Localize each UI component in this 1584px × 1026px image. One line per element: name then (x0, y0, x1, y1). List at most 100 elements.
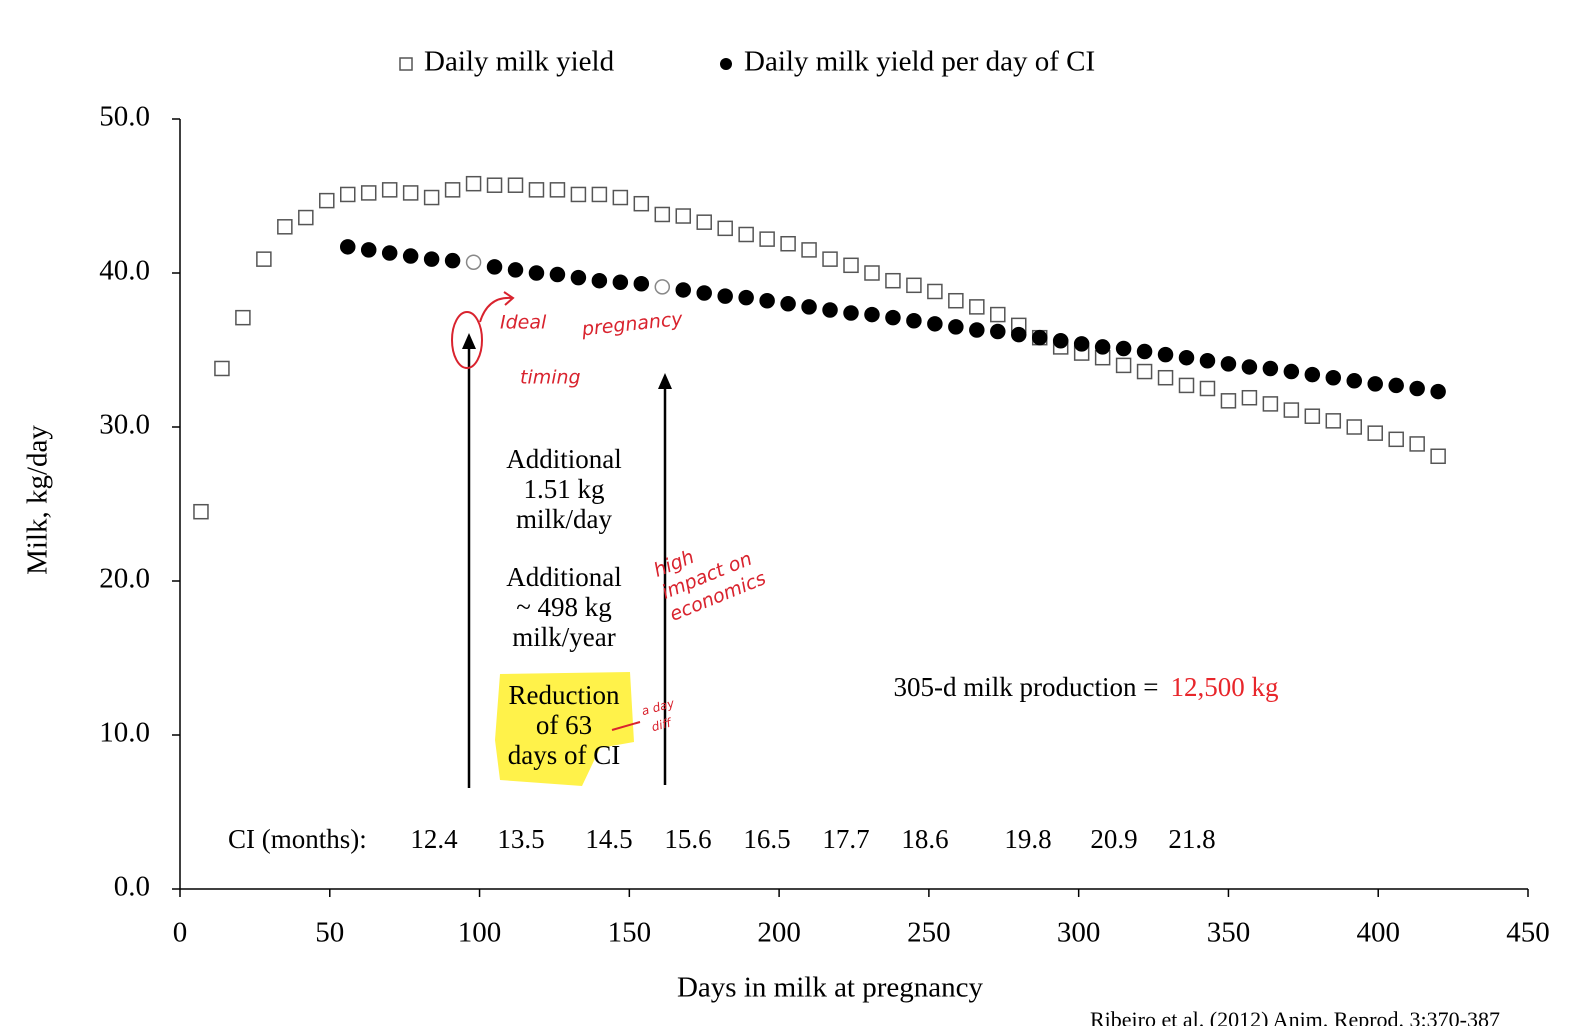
point (1011, 326, 1027, 343)
point (1430, 383, 1446, 400)
legend-label: Daily milk yield (424, 46, 615, 78)
arrow-head (658, 373, 672, 389)
point (235, 309, 251, 326)
point (423, 189, 440, 206)
point (864, 265, 880, 281)
annotation: 1.51 kg (524, 474, 605, 504)
point (948, 319, 964, 335)
point (1031, 329, 1048, 346)
point (738, 226, 754, 243)
point (633, 195, 650, 212)
ci-value: 14.5 (585, 824, 632, 854)
point (549, 182, 566, 198)
point (1094, 339, 1111, 355)
point (1199, 380, 1216, 397)
annotation: milk/year (512, 622, 615, 652)
hand-note: timing (520, 367, 581, 389)
x-tick-label: 50 (315, 917, 344, 949)
point (1346, 419, 1363, 435)
point (507, 262, 524, 278)
point (1136, 363, 1153, 380)
y-tick-label: 10.0 (99, 717, 150, 749)
point (780, 296, 796, 312)
ci-value: 15.6 (664, 824, 711, 854)
point (507, 177, 524, 193)
y-tick-label: 0.0 (114, 871, 150, 903)
point (612, 274, 629, 290)
point (402, 185, 419, 201)
legend-label: Daily milk yield per day of CI (744, 46, 1095, 78)
ci-value: 16.5 (743, 824, 790, 854)
point (822, 251, 838, 267)
highlight (495, 672, 634, 786)
point (1367, 376, 1383, 392)
ci-value: 19.8 (1004, 824, 1051, 854)
ci-label: CI (months): (228, 824, 367, 854)
point (843, 305, 859, 321)
x-tick-label: 0 (173, 917, 188, 949)
point (675, 208, 692, 224)
hand-note: diff (650, 715, 674, 734)
annotation: days of CI (508, 740, 620, 770)
point (885, 309, 901, 326)
point (423, 251, 440, 267)
point (277, 219, 293, 235)
point (591, 272, 608, 289)
point (528, 182, 545, 198)
point (717, 220, 733, 237)
point (906, 277, 922, 294)
x-tick-label: 250 (907, 917, 951, 949)
point (990, 323, 1006, 340)
point (402, 248, 419, 264)
point (927, 316, 943, 332)
point (214, 360, 230, 377)
point (612, 189, 629, 206)
point (1430, 448, 1446, 465)
arrow-head (462, 333, 476, 349)
point (1367, 425, 1383, 441)
ci-value: 20.9 (1090, 824, 1137, 854)
point (1178, 349, 1195, 366)
point (1115, 357, 1132, 374)
point (193, 503, 209, 520)
point (1220, 356, 1237, 372)
annotation: Additional (506, 444, 622, 474)
point (696, 214, 712, 230)
point (1388, 377, 1404, 394)
point (528, 265, 545, 281)
point (717, 288, 733, 304)
point (759, 231, 775, 247)
point (340, 186, 356, 203)
production-label: 305-d milk production = (894, 672, 1159, 702)
point (1409, 436, 1425, 452)
annotation: of 63 (536, 710, 592, 740)
point (1241, 359, 1258, 375)
x-tick-label: 200 (757, 917, 801, 949)
point (696, 285, 712, 301)
y-tick-label: 20.0 (99, 563, 150, 595)
legend-marker (399, 57, 413, 71)
point (360, 242, 377, 258)
point (906, 312, 922, 329)
point (1052, 333, 1069, 349)
point (570, 186, 587, 203)
y-axis-label: Milk, kg/day (22, 425, 54, 575)
production-label: 305-d milk production = 12,500 kg (894, 672, 1279, 702)
hand-dash (611, 721, 641, 731)
y-tick-label: 50.0 (99, 101, 150, 133)
point (444, 252, 461, 269)
hand-note: pregnancy (580, 308, 685, 341)
x-tick-label: 350 (1207, 917, 1251, 949)
production-value: 12,500 kg (1170, 672, 1278, 702)
point (1346, 373, 1363, 389)
point (381, 182, 398, 198)
point (1262, 360, 1279, 377)
point (444, 182, 461, 198)
point (1157, 369, 1174, 386)
point (1157, 346, 1174, 363)
point (759, 292, 775, 309)
point (948, 292, 964, 309)
point (801, 242, 817, 258)
hand-arrow (479, 291, 515, 323)
point (654, 279, 671, 295)
